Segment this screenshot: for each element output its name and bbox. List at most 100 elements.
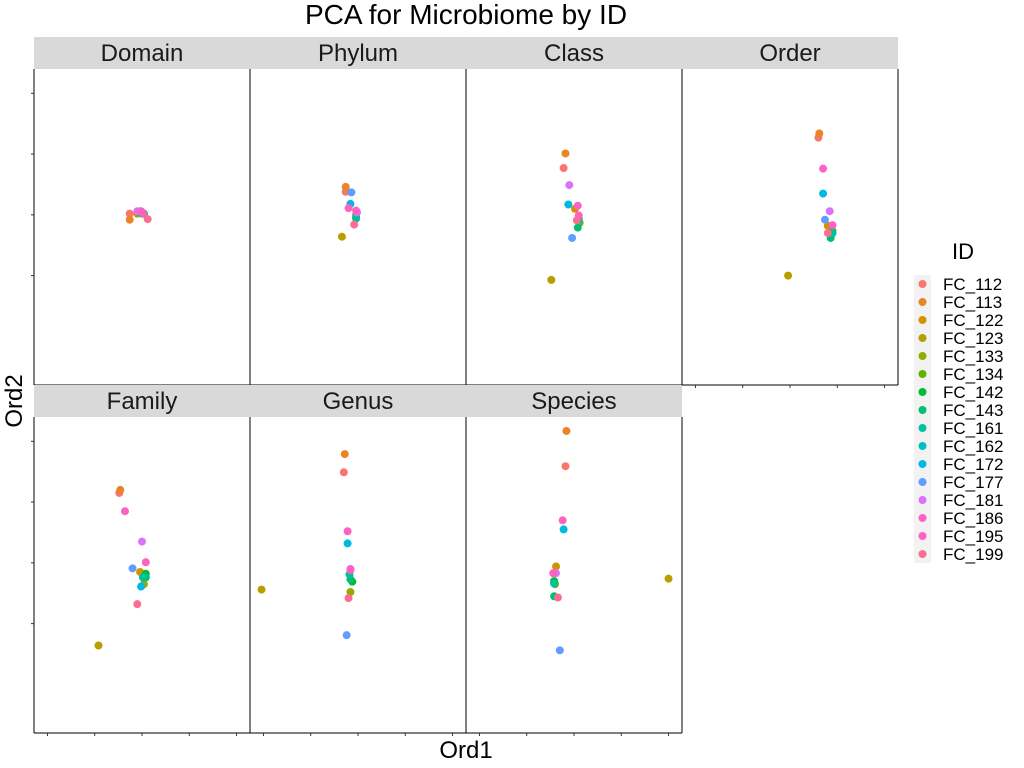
point-fc_199 xyxy=(143,215,152,224)
point-fc_177 xyxy=(820,215,829,224)
point-fc_186 xyxy=(120,507,129,516)
point-fc_195 xyxy=(141,558,150,567)
point-fc_113 xyxy=(815,129,824,138)
point-fc_172 xyxy=(559,525,568,534)
point-fc_123 xyxy=(664,574,673,583)
legend-key-fc_181 xyxy=(918,496,927,504)
point-fc_112 xyxy=(559,164,568,173)
point-fc_123 xyxy=(547,275,556,284)
point-fc_186 xyxy=(573,201,582,210)
chart-title: PCA for Microbiome by ID xyxy=(305,0,627,30)
legend-title: ID xyxy=(952,239,974,264)
facet-strip xyxy=(250,37,466,69)
point-fc_181 xyxy=(138,537,146,546)
legend-key-fc_186 xyxy=(918,514,927,522)
point-fc_199 xyxy=(344,594,353,603)
point-fc_177 xyxy=(568,233,577,242)
y-axis-title: Ord2 xyxy=(1,374,28,427)
point-fc_199 xyxy=(572,216,581,225)
facet-strip xyxy=(466,385,682,417)
point-fc_113 xyxy=(125,215,134,224)
point-fc_195 xyxy=(138,209,147,218)
legend-key-fc_199 xyxy=(918,550,927,558)
facet-strip xyxy=(34,385,250,417)
point-fc_113 xyxy=(340,450,349,459)
point-fc_161 xyxy=(550,579,559,588)
point-fc_181 xyxy=(565,181,574,190)
point-fc_113 xyxy=(562,426,571,435)
point-fc_123 xyxy=(94,641,103,650)
facet-strip-label: Species xyxy=(531,388,616,415)
facet-panel-genus: Genus xyxy=(249,385,466,736)
point-fc_199 xyxy=(823,229,832,238)
point-fc_181 xyxy=(825,207,834,216)
x-axis-title: Ord1 xyxy=(439,737,492,764)
legend-label: FC_181 xyxy=(943,491,1003,510)
point-fc_177 xyxy=(128,564,137,573)
point-fc_123 xyxy=(337,232,346,241)
point-fc_123 xyxy=(784,271,793,280)
legend-label: FC_133 xyxy=(943,347,1003,366)
point-fc_199 xyxy=(553,593,562,602)
facet-panel-class: Class xyxy=(465,37,682,386)
point-fc_195 xyxy=(828,221,837,230)
legend-label: FC_122 xyxy=(943,311,1003,330)
point-fc_199 xyxy=(350,220,359,229)
facet-panels: Domain Phylum Class Order Family Genus Species xyxy=(31,37,899,736)
point-fc_177 xyxy=(347,188,356,197)
legend-key-fc_172 xyxy=(918,460,927,468)
legend-key-fc_195 xyxy=(918,532,927,540)
legend-key-fc_177 xyxy=(918,478,927,486)
point-fc_186 xyxy=(344,204,353,213)
legend-label: FC_162 xyxy=(943,437,1003,456)
facet-strip xyxy=(34,37,250,69)
point-fc_113 xyxy=(116,485,125,494)
point-fc_195 xyxy=(549,569,558,578)
legend-label: FC_134 xyxy=(943,365,1003,384)
legend-key-fc_113 xyxy=(918,298,927,306)
legend-label: FC_199 xyxy=(943,545,1003,564)
point-fc_143 xyxy=(573,223,582,232)
legend-label: FC_161 xyxy=(943,419,1003,438)
facet-strip-label: Order xyxy=(759,40,820,67)
facet-panel-order: Order xyxy=(681,37,899,388)
point-fc_112 xyxy=(561,462,570,471)
facet-panel-phylum: Phylum xyxy=(249,37,466,386)
facet-strip-label: Genus xyxy=(323,388,394,415)
point-fc_177 xyxy=(342,631,351,640)
point-fc_172 xyxy=(819,189,828,198)
point-fc_186 xyxy=(558,516,567,525)
legend-label: FC_142 xyxy=(943,383,1003,402)
point-fc_199 xyxy=(133,600,142,609)
point-fc_113 xyxy=(341,182,350,191)
legend-key-fc_143 xyxy=(918,406,927,414)
facet-strip-label: Phylum xyxy=(318,40,398,67)
legend: ID FC_112FC_113FC_122FC_123FC_133FC_134F… xyxy=(914,239,1003,564)
legend-label: FC_195 xyxy=(943,527,1003,546)
legend-key-fc_133 xyxy=(918,352,927,360)
legend-key-fc_134 xyxy=(918,370,927,378)
legend-key-fc_142 xyxy=(918,388,927,396)
legend-label: FC_177 xyxy=(943,473,1003,492)
legend-label: FC_172 xyxy=(943,455,1003,474)
point-fc_172 xyxy=(137,582,146,591)
point-fc_195 xyxy=(346,566,355,575)
facet-strip xyxy=(682,37,898,69)
point-fc_122 xyxy=(552,562,561,571)
facet-panel-domain: Domain xyxy=(31,37,250,386)
point-fc_133 xyxy=(346,588,355,597)
point-fc_113 xyxy=(561,149,570,158)
point-fc_112 xyxy=(339,468,348,477)
point-fc_161 xyxy=(138,573,147,582)
legend-label: FC_186 xyxy=(943,509,1003,528)
point-fc_195 xyxy=(352,206,361,215)
legend-label: FC_143 xyxy=(943,401,1003,420)
legend-key-fc_123 xyxy=(918,334,927,342)
facet-panel-species: Species xyxy=(465,385,683,736)
point-fc_123 xyxy=(257,585,266,594)
point-fc_177 xyxy=(555,646,564,655)
point-fc_186 xyxy=(819,164,828,173)
legend-key-fc_162 xyxy=(918,442,927,450)
legend-label: FC_123 xyxy=(943,329,1003,348)
legend-label: FC_112 xyxy=(943,275,1002,294)
